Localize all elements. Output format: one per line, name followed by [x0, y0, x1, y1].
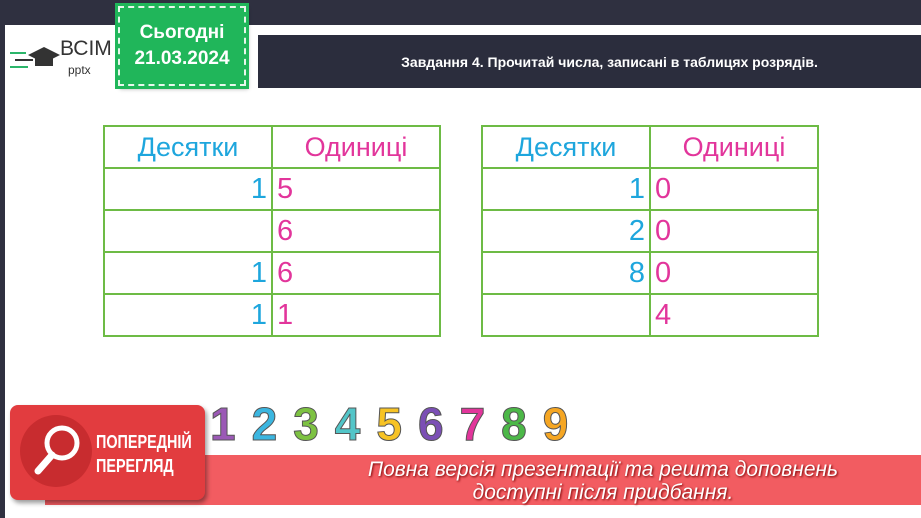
date-value: 21.03.2024	[134, 48, 230, 69]
tens-cell: 1	[103, 293, 273, 337]
header-tens: Десятки	[103, 125, 273, 169]
tens-cell: 1	[103, 167, 273, 211]
number-figure: 6	[417, 398, 444, 451]
header-ones: Одиниці	[271, 125, 441, 169]
ones-cell: 4	[649, 293, 819, 337]
table-header-row: Десятки Одиниці	[103, 125, 441, 169]
number-figure: 4	[334, 398, 361, 451]
number-figure: 2	[251, 398, 278, 451]
tens-cell: 8	[481, 251, 651, 295]
number-figure: 9	[542, 398, 569, 451]
header-ones: Одиниці	[649, 125, 819, 169]
ones-cell: 0	[649, 251, 819, 295]
graduation-cap-icon	[10, 47, 60, 68]
date-label: Сьогодні	[139, 22, 225, 43]
tens-cell	[103, 209, 273, 253]
preview-label-1: ПОПЕРЕДНІЙ	[96, 432, 192, 452]
banner-line-1: Повна версія презентації та решта доповн…	[367, 458, 839, 481]
logo: ВСІМ pptx	[10, 38, 114, 82]
number-figure: 5	[376, 398, 403, 451]
date-badge: Сьогодні 21.03.2024	[115, 3, 249, 89]
number-figure: 1	[210, 398, 237, 451]
tens-cell	[481, 293, 651, 337]
number-figure: 7	[459, 398, 486, 451]
table-header-row: Десятки Одиниці	[481, 125, 819, 169]
ones-cell: 6	[271, 251, 441, 295]
number-figure: 3	[293, 398, 320, 451]
logo-sub: pptx	[68, 63, 91, 77]
tens-cell: 1	[103, 251, 273, 295]
ones-cell: 0	[649, 167, 819, 211]
children-with-numbers-illustration: 1 2 3 4 5 6 7 8 9	[150, 385, 790, 451]
table-row: 4	[481, 293, 819, 337]
magnifier-icon	[20, 415, 92, 487]
ones-cell: 0	[649, 209, 819, 253]
preview-badge[interactable]: ПОПЕРЕДНІЙ ПЕРЕГЛЯД	[10, 405, 205, 500]
logo-name: ВСІМ	[60, 37, 112, 60]
table-row: 6	[103, 209, 441, 253]
tens-cell: 1	[481, 167, 651, 211]
preview-label-2: ПЕРЕГЛЯД	[96, 456, 174, 476]
tens-cell: 2	[481, 209, 651, 253]
banner-line-2: доступні після придбання.	[472, 481, 734, 504]
ones-cell: 1	[271, 293, 441, 337]
number-figure: 8	[501, 398, 528, 451]
header-tens: Десятки	[481, 125, 651, 169]
ones-cell: 5	[271, 167, 441, 211]
ones-cell: 6	[271, 209, 441, 253]
task-title: Завдання 4. Прочитай числа, записані в т…	[258, 35, 921, 88]
